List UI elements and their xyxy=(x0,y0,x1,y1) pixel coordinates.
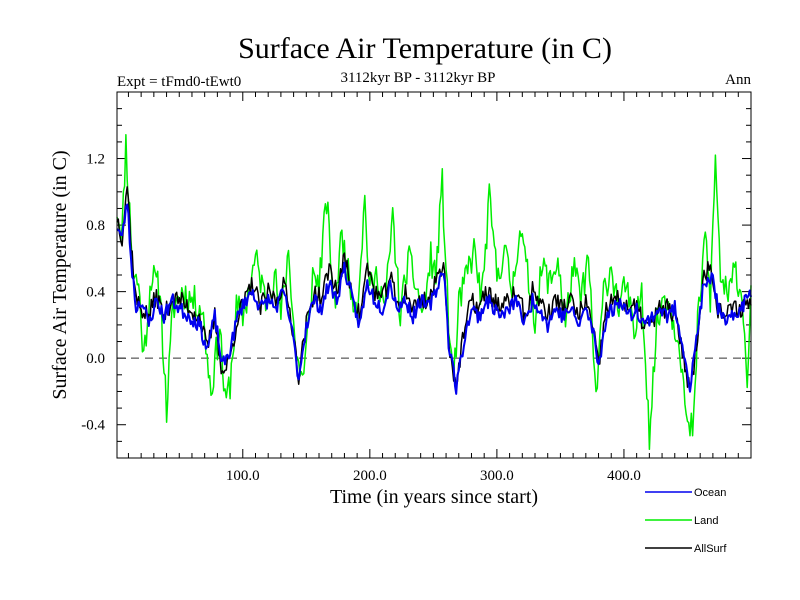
y-tick-label: 0.4 xyxy=(86,285,105,301)
y-tick-label: -0.4 xyxy=(81,418,105,434)
chart-title: Surface Air Temperature (in C) xyxy=(238,32,612,65)
subtitle-center: 3112kyr BP - 3112kyr BP xyxy=(340,70,495,86)
y-tick-label: 0.0 xyxy=(86,351,105,367)
subtitle-left: Expt = tFmd0-tEwt0 xyxy=(117,74,241,90)
subtitle-right: Ann xyxy=(725,72,751,88)
x-tick-label: 200.0 xyxy=(353,468,387,484)
series-layer xyxy=(116,133,752,451)
legend: Ocean Land AllSurf xyxy=(645,487,727,555)
x-tick-label: 100.0 xyxy=(226,468,260,484)
y-axis-label: Surface Air Temperature (in C) xyxy=(49,150,71,399)
legend-label: Ocean xyxy=(694,487,726,499)
plot-frame xyxy=(116,91,752,459)
x-tick-label: 300.0 xyxy=(480,468,514,484)
x-tick-label: 400.0 xyxy=(607,468,641,484)
plot-area: 100.0 200.0 300.0 400.0 -0.4 0.0 0.4 0.8 1.2 xyxy=(81,91,752,484)
tick-labels: 100.0 200.0 300.0 400.0 -0.4 0.0 0.4 0.8 1.2 xyxy=(81,152,641,484)
x-axis-label: Time (in years since start) xyxy=(330,486,538,508)
series-line-land xyxy=(116,133,752,451)
legend-label: AllSurf xyxy=(694,543,727,555)
y-tick-label: 0.8 xyxy=(86,218,105,234)
series-line-ocean xyxy=(116,203,752,395)
y-tick-label: 1.2 xyxy=(86,152,105,168)
axis-ticks xyxy=(117,92,751,458)
legend-label: Land xyxy=(694,515,718,527)
